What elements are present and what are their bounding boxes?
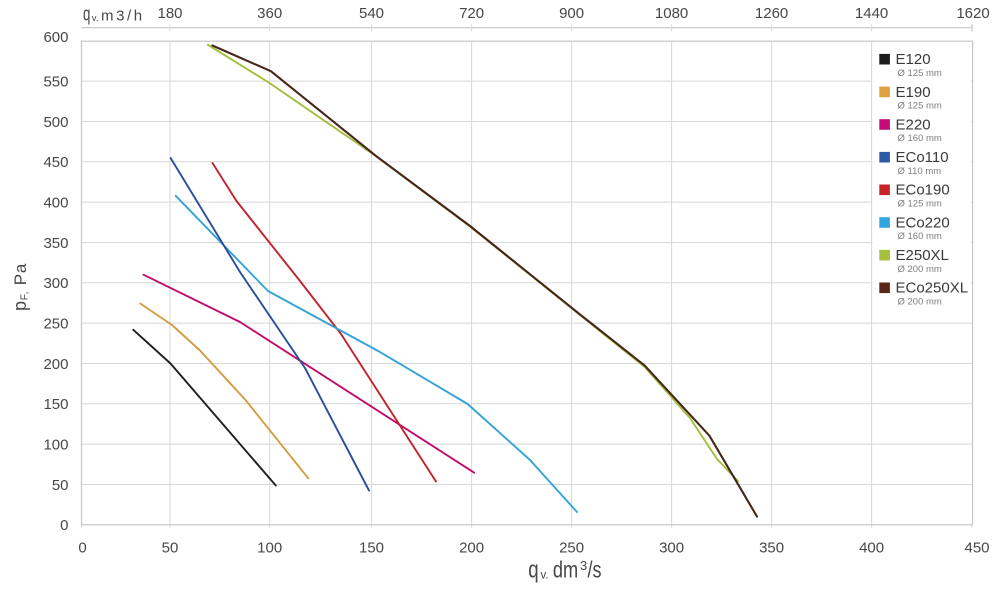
- svg-text:Ø 110 mm: Ø 110 mm: [898, 166, 942, 177]
- svg-text:1440: 1440: [855, 5, 888, 22]
- svg-text:200: 200: [459, 540, 484, 557]
- svg-text:0: 0: [78, 540, 86, 557]
- svg-text:v.: v.: [92, 13, 99, 24]
- svg-text:ECo110: ECo110: [896, 149, 949, 166]
- svg-text:Ø 200 mm: Ø 200 mm: [898, 264, 942, 275]
- svg-text:300: 300: [43, 275, 68, 292]
- svg-text:E250XL: E250XL: [896, 247, 949, 264]
- svg-text:Ø 160 mm: Ø 160 mm: [898, 231, 942, 242]
- svg-text:ECo220: ECo220: [896, 214, 950, 231]
- svg-text:v.: v.: [541, 570, 549, 582]
- svg-text:450: 450: [964, 540, 989, 557]
- svg-text:0: 0: [60, 517, 68, 534]
- svg-text:350: 350: [43, 235, 68, 252]
- svg-text:Ø 200 mm: Ø 200 mm: [898, 296, 942, 307]
- svg-text:350: 350: [759, 540, 784, 557]
- svg-text:E120: E120: [896, 51, 931, 68]
- svg-text:720: 720: [459, 5, 484, 22]
- svg-text:Ø 125 mm: Ø 125 mm: [898, 198, 942, 209]
- svg-text:1080: 1080: [655, 5, 688, 22]
- svg-text:500: 500: [43, 114, 68, 131]
- svg-text:250: 250: [43, 316, 68, 333]
- svg-text:ECo250XL: ECo250XL: [896, 280, 969, 297]
- svg-text:150: 150: [359, 540, 384, 557]
- svg-text:q: q: [83, 3, 90, 25]
- svg-text:400: 400: [859, 540, 884, 557]
- svg-text:1260: 1260: [755, 5, 788, 22]
- svg-text:180: 180: [157, 5, 182, 22]
- svg-text:ECo190: ECo190: [896, 182, 950, 199]
- svg-text:900: 900: [559, 5, 584, 22]
- svg-text:540: 540: [359, 5, 384, 22]
- svg-text:1620: 1620: [956, 5, 989, 22]
- svg-text:Ø 125 mm: Ø 125 mm: [898, 101, 942, 112]
- svg-text:q: q: [528, 557, 538, 584]
- svg-text:Ø 125 mm: Ø 125 mm: [898, 68, 942, 79]
- svg-text:200: 200: [43, 356, 68, 373]
- svg-text:550: 550: [43, 74, 68, 91]
- svg-text:50: 50: [52, 477, 69, 494]
- svg-text:Ø 160 mm: Ø 160 mm: [898, 133, 942, 144]
- svg-text:pF, Pa: pF, Pa: [10, 263, 31, 311]
- svg-text:/s: /s: [588, 557, 602, 583]
- svg-text:50: 50: [162, 540, 179, 557]
- svg-text:dm: dm: [553, 557, 578, 583]
- svg-text:400: 400: [43, 195, 68, 212]
- svg-text:100: 100: [43, 437, 68, 454]
- svg-text:600: 600: [43, 29, 68, 46]
- svg-text:E220: E220: [896, 116, 931, 133]
- svg-text:150: 150: [43, 396, 68, 413]
- svg-text:360: 360: [257, 5, 282, 22]
- svg-text:250: 250: [559, 540, 584, 557]
- svg-text:E190: E190: [896, 84, 931, 101]
- svg-text:450: 450: [43, 154, 68, 171]
- svg-text:300: 300: [659, 540, 684, 557]
- svg-text:100: 100: [257, 540, 282, 557]
- svg-text:3: 3: [580, 558, 587, 573]
- svg-text:m3/h: m3/h: [101, 7, 145, 24]
